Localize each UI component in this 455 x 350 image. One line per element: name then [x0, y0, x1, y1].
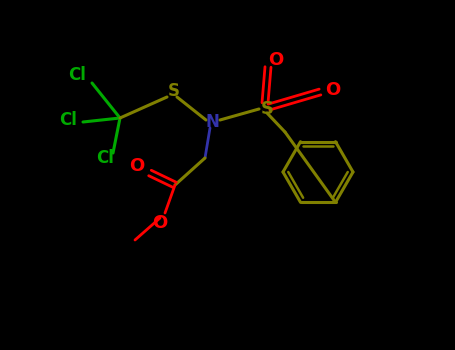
Text: N: N	[205, 113, 219, 131]
Text: Cl: Cl	[68, 66, 86, 84]
Text: S: S	[261, 100, 273, 118]
Text: O: O	[152, 214, 167, 232]
Text: Cl: Cl	[96, 149, 114, 167]
Text: Cl: Cl	[59, 111, 77, 129]
Text: O: O	[325, 81, 341, 99]
Text: O: O	[129, 157, 145, 175]
Text: O: O	[268, 51, 283, 69]
Text: S: S	[168, 82, 180, 100]
